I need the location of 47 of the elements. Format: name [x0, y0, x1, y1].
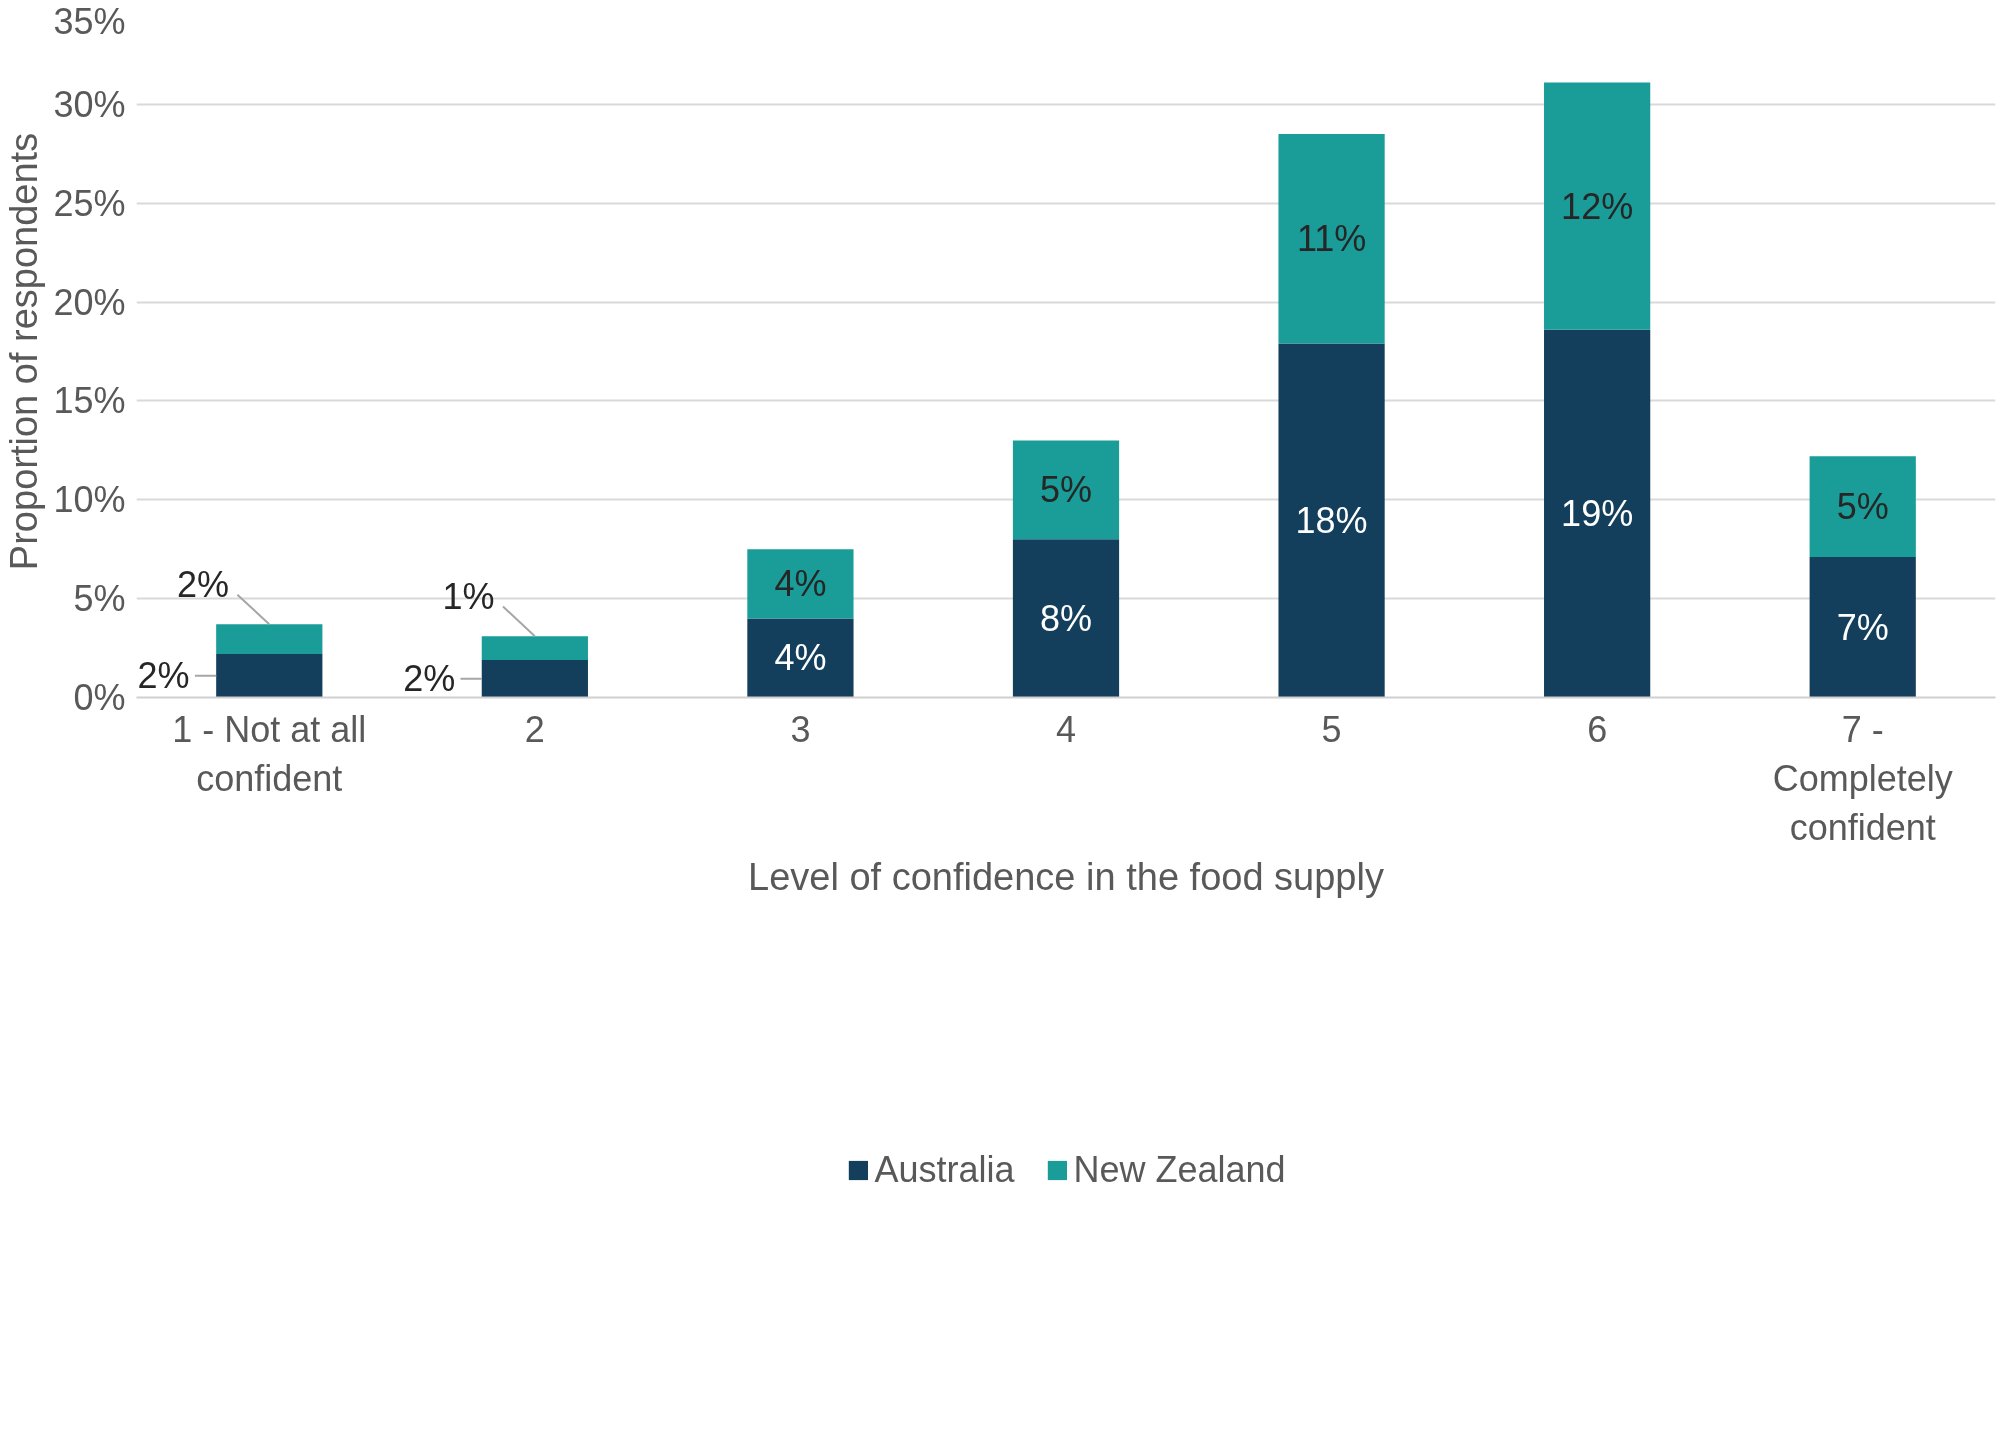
bar — [1278, 343, 1385, 698]
bar — [1544, 82, 1651, 330]
y-tick-label: 10% — [53, 479, 126, 521]
data-label: 8% — [1039, 597, 1093, 639]
data-label: 18% — [1295, 500, 1368, 542]
y-tick-label: 15% — [53, 380, 126, 422]
x-tick-label: 4 — [1055, 708, 1077, 750]
x-tick-label: 6 — [1587, 708, 1608, 750]
bar — [1809, 456, 1916, 558]
x-tick-label: 7 - Completely confident — [1772, 708, 1953, 848]
data-label: 2% — [137, 655, 190, 697]
data-label: 19% — [1561, 493, 1634, 535]
x-tick-label: 1 - Not at all confident — [172, 708, 367, 799]
y-tick-label: 25% — [53, 182, 126, 224]
data-label: 4% — [774, 563, 827, 605]
bar — [747, 618, 854, 698]
bar — [1012, 440, 1120, 540]
data-label: 2% — [403, 658, 456, 700]
bar — [481, 636, 588, 660]
y-axis-title: Proportion of respondents — [3, 132, 46, 571]
x-axis-title: Level of confidence in the food supply — [748, 855, 1384, 898]
data-label: 12% — [1561, 185, 1634, 227]
y-tick-label: 20% — [53, 281, 126, 323]
y-tick-label: 30% — [53, 83, 126, 125]
y-tick-label: 35% — [53, 0, 126, 42]
bar — [216, 624, 323, 654]
data-label: 2% — [176, 564, 229, 606]
bar — [216, 654, 323, 698]
data-label: 7% — [1836, 606, 1889, 648]
bar — [481, 659, 588, 698]
x-tick-label: 2 — [524, 708, 545, 750]
y-tick-label: 5% — [73, 578, 126, 620]
x-tick-label: 5 — [1321, 708, 1342, 750]
bar — [747, 549, 854, 619]
bar — [1544, 329, 1651, 698]
data-label: 4% — [774, 637, 827, 679]
x-tick-label: 3 — [790, 708, 811, 750]
y-tick-label: 0% — [73, 677, 126, 718]
legend-label: New Zealand — [1073, 1149, 1286, 1191]
bar — [1809, 557, 1916, 698]
bar — [1012, 539, 1120, 698]
legend-label: Australia — [874, 1149, 1015, 1191]
data-label: 5% — [1836, 486, 1889, 528]
data-label: 1% — [442, 576, 495, 618]
data-label: 5% — [1039, 469, 1093, 511]
bar — [1278, 134, 1385, 344]
data-label: 11% — [1296, 218, 1367, 260]
